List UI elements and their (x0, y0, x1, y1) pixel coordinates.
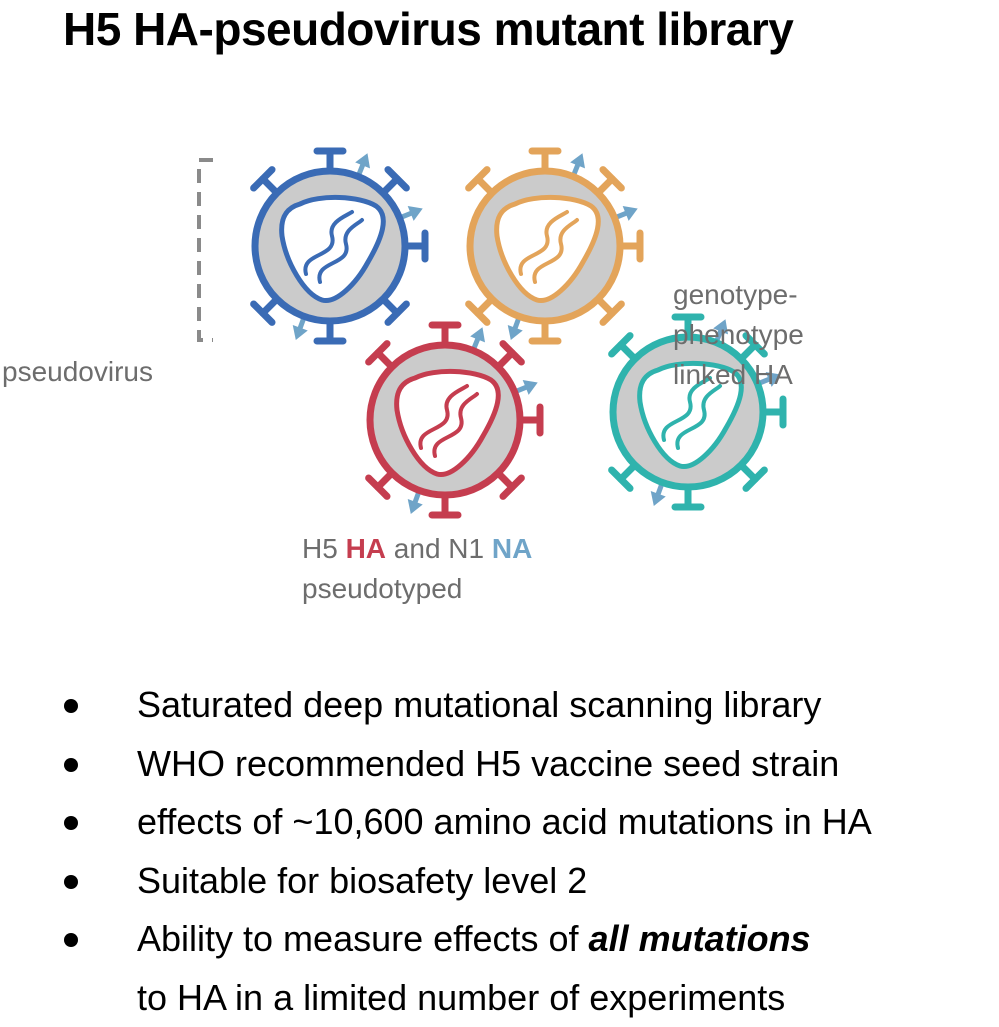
bullet-icon (64, 816, 78, 830)
list-item: Suitable for biosafety level 2 (0, 852, 999, 911)
bullet-icon (64, 933, 78, 947)
pseudotyped-line2: pseudotyped (302, 569, 532, 609)
virus-orange (469, 150, 641, 342)
list-item-continuation: to HA in a limited number of experiments (0, 969, 999, 1027)
list-item: WHO recommended H5 vaccine seed strain (0, 735, 999, 794)
pseudovirus-label: pseudovirus (2, 352, 153, 392)
bullet-icon (64, 699, 78, 713)
pseudotyped-prefix: H5 (302, 533, 346, 564)
page-title: H5 HA-pseudovirus mutant library (63, 2, 793, 56)
pseudotyped-label: H5 HA and N1 NA pseudotyped (302, 529, 532, 609)
all-mutations-emphasis: all mutations (589, 918, 811, 959)
feature-list: Saturated deep mutational scanning libra… (0, 676, 999, 1027)
virus-red (369, 324, 541, 516)
bullet-icon (64, 758, 78, 772)
virus-blue (254, 150, 426, 342)
list-item: Saturated deep mutational scanning libra… (0, 676, 999, 735)
ha-highlight: HA (346, 533, 386, 564)
list-item: effects of ~10,600 amino acid mutations … (0, 793, 999, 852)
bullet-icon (64, 875, 78, 889)
pseudovirus-bracket (199, 160, 213, 340)
list-item: Ability to measure effects of all mutati… (0, 910, 999, 969)
na-highlight: NA (492, 533, 532, 564)
genotype-phenotype-label: genotype- phenotype linked HA (673, 275, 804, 395)
pseudotyped-middle: and N1 (386, 533, 492, 564)
